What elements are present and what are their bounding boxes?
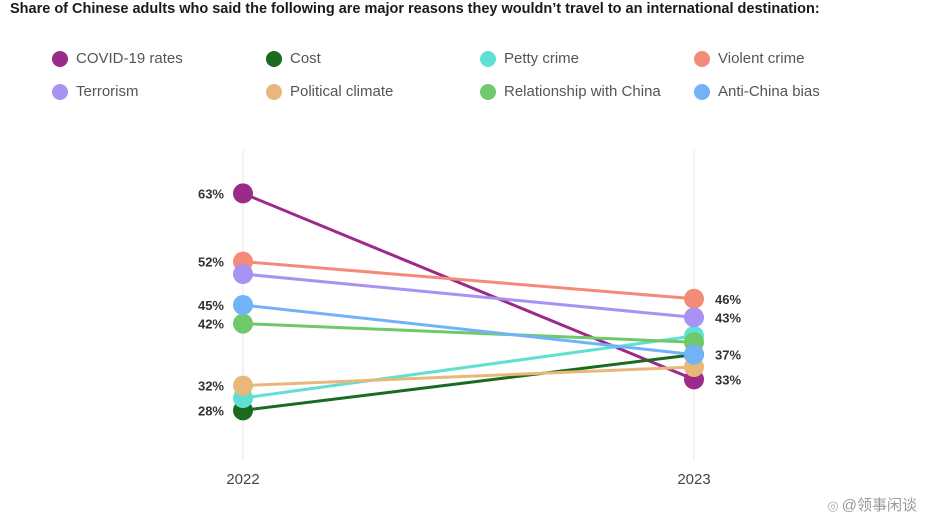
legend-swatch <box>266 83 282 100</box>
legend-swatch <box>266 50 282 67</box>
legend-item-political-climate: Political climate <box>266 83 393 100</box>
series-line-0 <box>242 192 695 381</box>
data-label: 52% <box>198 255 224 270</box>
data-label: 46% <box>715 292 741 307</box>
weibo-icon: ◎ <box>827 498 839 513</box>
legend-swatch <box>694 50 710 67</box>
data-label: 37% <box>715 348 741 363</box>
data-point <box>233 375 253 396</box>
legend-item-terrorism: Terrorism <box>52 83 139 100</box>
data-point <box>233 313 253 334</box>
legend-swatch <box>52 50 68 67</box>
data-point <box>684 307 704 328</box>
legend-label: Terrorism <box>76 83 139 100</box>
legend-swatch <box>480 83 496 100</box>
series-line-1 <box>242 353 695 412</box>
data-point <box>233 264 253 284</box>
legend-swatch <box>694 83 710 100</box>
data-label: 32% <box>198 379 224 394</box>
chart-title: Share of Chinese adults who said the fol… <box>10 1 820 17</box>
data-label: 45% <box>198 298 224 313</box>
legend-label: COVID-19 rates <box>76 50 183 67</box>
watermark: ◎ @领事闲谈 <box>827 494 917 515</box>
data-label: 28% <box>198 403 224 418</box>
legend-item-relationship-with-china: Relationship with China <box>480 83 661 100</box>
legend-item-anti-china-bias: Anti-China bias <box>694 83 820 100</box>
data-point <box>233 183 253 204</box>
data-label: 43% <box>715 310 741 325</box>
series-line-2 <box>242 334 695 400</box>
series-line-7 <box>242 303 695 357</box>
x-tick-label: 2022 <box>226 471 259 488</box>
data-point <box>684 288 704 309</box>
series-line-3 <box>242 260 695 301</box>
legend-label: Anti-China bias <box>718 83 820 100</box>
data-point <box>684 344 704 365</box>
data-label: 33% <box>715 372 741 387</box>
data-point <box>233 295 253 315</box>
legend-label: Petty crime <box>504 50 580 67</box>
legend-label: Political climate <box>290 83 394 100</box>
series-line-5 <box>242 365 695 388</box>
legend-swatch <box>52 83 68 100</box>
series-line-4 <box>242 272 695 319</box>
legend-label: Cost <box>290 50 321 67</box>
watermark-text: @领事闲谈 <box>841 497 917 514</box>
x-tick-label: 2023 <box>677 471 710 488</box>
legend-item-petty-crime: Petty crime <box>480 50 579 67</box>
legend-swatch <box>480 50 496 67</box>
data-label: 63% <box>198 186 224 201</box>
series-line-6 <box>242 322 695 344</box>
legend-item-covid: COVID-19 rates <box>52 50 183 67</box>
data-label: 42% <box>198 317 224 332</box>
legend-item-cost: Cost <box>266 50 321 67</box>
legend-item-violent-crime: Violent crime <box>694 50 804 67</box>
legend-label: Violent crime <box>718 50 805 67</box>
legend-label: Relationship with China <box>504 83 661 100</box>
